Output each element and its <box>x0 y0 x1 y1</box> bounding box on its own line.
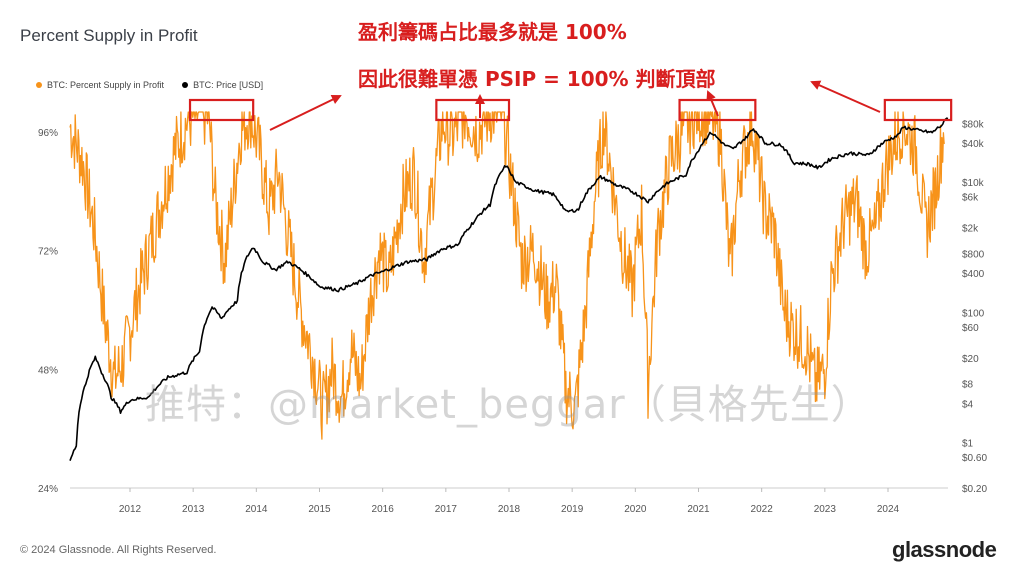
arrow-2024 <box>810 80 881 113</box>
watermark: 推特：@market_beggar（貝格先生） <box>145 382 872 428</box>
right-tick-label: $100 <box>962 308 985 319</box>
glassnode-logo: glassnode <box>892 537 997 562</box>
highlight-box-3 <box>678 98 757 122</box>
legend-item-psip[interactable]: BTC: Percent Supply in Profit <box>36 80 164 90</box>
x-tick-label: 2014 <box>245 504 268 515</box>
right-tick-label: $1 <box>962 439 974 450</box>
x-tick-label: 2021 <box>687 504 710 515</box>
x-tick-label: 2024 <box>877 504 900 515</box>
psip-line <box>69 111 946 440</box>
annotation-line-2: 因此很難單憑 PSIP = 100% 判斷頂部 <box>358 67 716 91</box>
right-tick-label: $80k <box>962 119 985 130</box>
chart-title: Percent Supply in Profit <box>20 26 198 45</box>
x-tick-label: 2015 <box>308 504 331 515</box>
arrow-2013 <box>269 94 342 131</box>
x-tick-label: 2017 <box>435 504 458 515</box>
copyright-footer: © 2024 Glassnode. All Rights Reserved. <box>20 544 217 556</box>
legend-dot-psip <box>36 82 42 88</box>
arrow-2021 <box>706 90 719 117</box>
right-tick-label: $0.20 <box>962 484 987 495</box>
x-tick-label: 2018 <box>498 504 521 515</box>
right-tick-label: $40k <box>962 139 985 150</box>
x-tick-label: 2012 <box>119 504 142 515</box>
left-tick-label: 24% <box>38 484 58 495</box>
right-tick-label: $800 <box>962 250 985 261</box>
right-tick-label: $2k <box>962 224 979 235</box>
left-tick-label: 72% <box>38 247 58 258</box>
right-tick-label: $400 <box>962 269 985 280</box>
legend-label-price: BTC: Price [USD] <box>193 80 264 90</box>
right-tick-label: $4 <box>962 399 974 410</box>
legend: BTC: Percent Supply in Profit BTC: Price… <box>36 80 263 90</box>
price-line <box>69 117 949 461</box>
highlight-box-1 <box>188 98 255 122</box>
x-tick-label: 2022 <box>751 504 774 515</box>
right-tick-label: $10k <box>962 178 985 189</box>
highlight-box-2 <box>435 98 511 122</box>
legend-label-psip: BTC: Percent Supply in Profit <box>47 80 165 90</box>
x-tick-label: 2020 <box>624 504 647 515</box>
right-tick-label: $6k <box>962 193 979 204</box>
right-tick-label: $0.60 <box>962 453 987 464</box>
legend-dot-price <box>182 82 189 88</box>
x-tick-label: 2019 <box>561 504 584 515</box>
annotation-line-1: 盈利籌碼占比最多就是 100% <box>358 20 627 44</box>
legend-item-price[interactable]: BTC: Price [USD] <box>182 80 263 90</box>
right-tick-label: $20 <box>962 354 979 365</box>
right-tick-label: $60 <box>962 323 979 334</box>
x-tick-label: 2023 <box>814 504 837 515</box>
highlight-box-4 <box>883 98 953 122</box>
x-tick-label: 2013 <box>182 504 205 515</box>
left-tick-label: 48% <box>38 365 58 376</box>
right-tick-label: $8 <box>962 380 974 391</box>
x-tick-label: 2016 <box>372 504 395 515</box>
left-tick-label: 96% <box>38 128 58 139</box>
